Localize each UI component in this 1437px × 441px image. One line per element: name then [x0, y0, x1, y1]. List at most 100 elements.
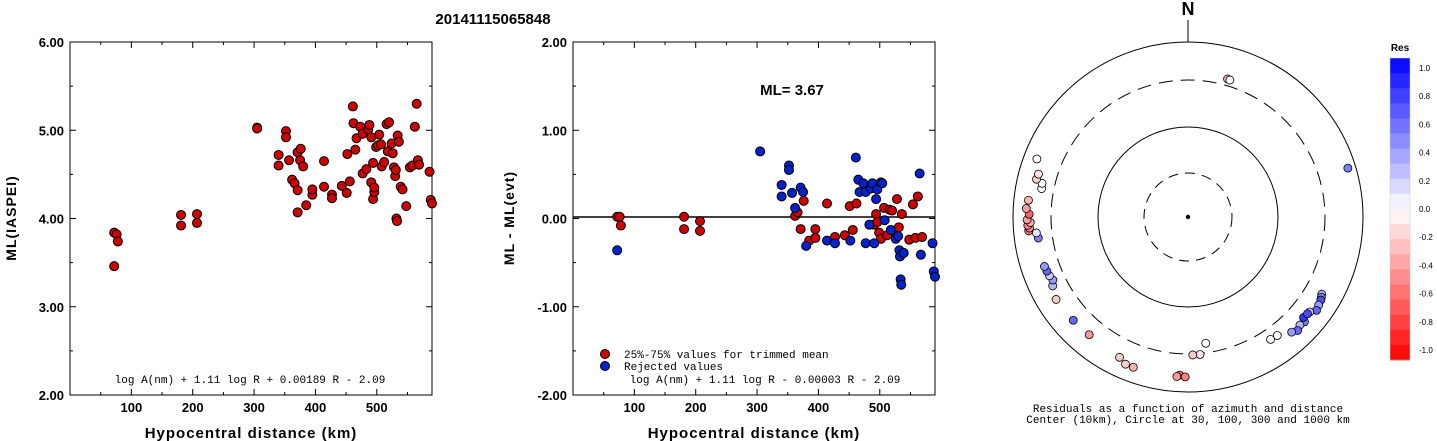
- data-point: [368, 157, 379, 168]
- data-point: [397, 184, 408, 195]
- x-tick-label: 200: [182, 400, 204, 415]
- data-point: [776, 191, 787, 202]
- colorbar-swatch: [1390, 329, 1410, 346]
- colorbar-tick-label: -0.4: [1419, 261, 1433, 270]
- legend-swatch-trimmed: [600, 349, 610, 359]
- plot-frame-left: [69, 41, 433, 396]
- data-point: [301, 200, 312, 211]
- data-point: [801, 240, 812, 251]
- colorbar-swatch: [1390, 178, 1410, 195]
- station-point: [1180, 372, 1190, 382]
- data-point: [887, 205, 898, 216]
- station-point: [1034, 169, 1043, 179]
- data-point: [361, 164, 372, 175]
- x-tick-label: 300: [243, 400, 265, 415]
- y-tick-labels-middle: -2.00 -1.00 0.00 1.00 2.00: [537, 35, 567, 403]
- data-point: [907, 199, 918, 210]
- data-point: [829, 238, 840, 249]
- y-axis-label-middle: ML - ML(evt): [501, 171, 517, 265]
- x-axis-label-left: Hypocentral distance (km): [145, 425, 358, 441]
- data-point: [783, 164, 794, 175]
- data-point: [891, 194, 902, 205]
- colorbar-swatch: [1390, 163, 1410, 180]
- y-tick-label: -1.00: [537, 300, 567, 315]
- colorbar-tick-label: -1.0: [1419, 346, 1433, 355]
- x-tick-label: 500: [366, 400, 388, 415]
- data-point: [927, 238, 938, 249]
- data-point: [869, 238, 880, 249]
- station-point: [1024, 195, 1033, 205]
- colorbar-swatch: [1390, 58, 1410, 74]
- colorbar-swatch: [1390, 299, 1410, 316]
- data-point: [319, 181, 330, 192]
- data-point: [319, 156, 330, 167]
- y-tick-labels-left: 2.00 3.00 4.00 5.00 6.00: [39, 35, 64, 403]
- data-point: [409, 121, 420, 132]
- x-tick-label: 400: [305, 400, 327, 415]
- data-point: [695, 216, 706, 227]
- data-point: [379, 157, 390, 168]
- legend-label-trimmed: 25%-75% values for trimmed mean: [624, 350, 829, 362]
- data-point: [298, 161, 309, 172]
- legend-label-rejected: Rejected values: [624, 362, 723, 374]
- station-point: [1021, 204, 1031, 213]
- chart-azimuth-residuals: N Residuals as a function of azimuth and…: [1012, 0, 1364, 427]
- colorbar-frame: [1389, 57, 1411, 361]
- data-point: [176, 220, 187, 231]
- station-point: [1084, 330, 1094, 340]
- colorbar-swatch: [1390, 224, 1410, 240]
- x-tick-label: 200: [685, 400, 707, 415]
- legend: 25%-75% values for trimmed mean Rejected…: [600, 349, 829, 374]
- data-point: [877, 178, 888, 189]
- colorbar-swatches: [1389, 57, 1411, 361]
- colorbar-swatch: [1390, 254, 1410, 270]
- y-tick-label: 0.00: [542, 212, 567, 227]
- y-tick-label: -2.00: [537, 388, 567, 403]
- data-point: [350, 144, 361, 155]
- center-point: [1185, 214, 1191, 220]
- figure-title: 20141115065848: [435, 11, 550, 28]
- data-point: [930, 271, 940, 282]
- station-point: [1031, 228, 1041, 238]
- station-point: [1303, 309, 1312, 319]
- data-point: [387, 148, 398, 159]
- y-axis-label-left: ML(IASPEI): [3, 175, 19, 260]
- data-point: [273, 160, 284, 171]
- legend-swatch-rejected: [600, 361, 610, 371]
- station-point: [1068, 315, 1078, 325]
- colorbar-tick-label: 1.0: [1419, 64, 1431, 73]
- station-point: [1272, 331, 1282, 340]
- data-point: [912, 191, 923, 202]
- tick-marks-left: [70, 41, 432, 396]
- y-tick-label: 4.00: [39, 212, 64, 227]
- data-point: [798, 195, 809, 206]
- data-point: [284, 155, 295, 166]
- data-point: [392, 216, 403, 227]
- station-point: [1128, 362, 1138, 372]
- data-point: [280, 132, 291, 143]
- data-point: [776, 179, 787, 190]
- data-point: [879, 215, 890, 226]
- data-point: [326, 193, 337, 204]
- station-point: [1195, 350, 1205, 359]
- data-point: [845, 235, 856, 246]
- data-point: [850, 152, 861, 163]
- data-point: [810, 224, 821, 235]
- station-point: [1172, 372, 1182, 381]
- x-axis-label-middle: Hypocentral distance (km): [648, 425, 861, 441]
- station-point: [1032, 154, 1042, 164]
- data-point: [390, 164, 401, 175]
- data-point: [192, 209, 203, 220]
- y-tick-label: 5.00: [39, 123, 64, 138]
- colorbar-tick-label: 0.0: [1419, 205, 1431, 214]
- colorbar-swatch: [1390, 344, 1410, 361]
- data-point: [344, 176, 355, 187]
- colorbar-swatch: [1390, 239, 1410, 255]
- colorbar-swatch: [1390, 73, 1410, 89]
- data-point: [858, 178, 869, 189]
- x-tick-label: 100: [624, 400, 646, 415]
- data-point: [292, 207, 303, 218]
- data-point: [376, 139, 387, 150]
- data-point: [614, 211, 625, 222]
- x-tick-label: 400: [808, 400, 830, 415]
